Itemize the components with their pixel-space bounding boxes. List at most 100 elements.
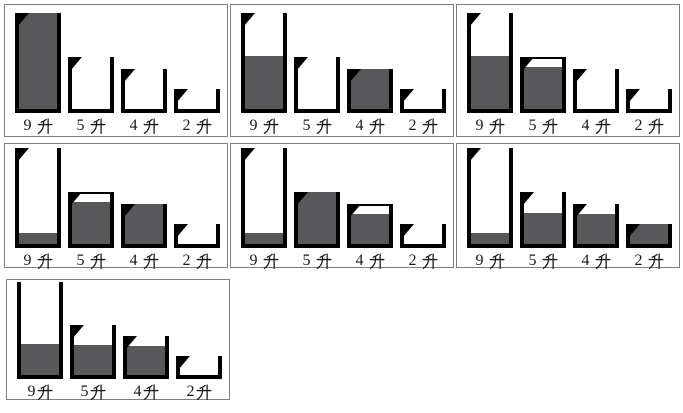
spout-icon xyxy=(71,192,82,205)
beaker-left-wall xyxy=(241,148,245,248)
sheng-liter-glyph-icon xyxy=(37,384,53,400)
beaker-right-wall xyxy=(509,13,513,113)
capacity-label: 5 xyxy=(517,117,569,135)
vessel-9l xyxy=(15,13,61,113)
capacity-number: 9 xyxy=(249,252,258,269)
capacity-label: 9 xyxy=(464,252,516,270)
beaker-right-wall xyxy=(562,57,566,113)
capacity-number: 2 xyxy=(182,117,191,134)
beaker-right-wall xyxy=(59,282,63,379)
capacity-number: 2 xyxy=(408,252,417,269)
spout-icon xyxy=(244,148,255,161)
beaker-left-wall xyxy=(174,224,178,248)
capacity-number: 5 xyxy=(302,117,311,134)
rim-line xyxy=(68,192,114,194)
spout-icon xyxy=(71,57,82,70)
spout-icon xyxy=(576,204,587,217)
capacity-number: 5 xyxy=(76,117,85,134)
water-fill xyxy=(471,56,509,109)
beaker-bottom xyxy=(467,109,513,113)
puzzle-step-panel-3: 9 5 4 2 xyxy=(456,4,680,137)
spout-icon xyxy=(124,69,135,82)
sheng-liter-glyph-icon xyxy=(196,384,212,400)
spout-icon xyxy=(244,13,255,26)
vessel-5l xyxy=(520,57,566,113)
sheng-liter-glyph-icon xyxy=(143,253,159,269)
spout-icon xyxy=(470,13,481,26)
sheng-liter-glyph-icon xyxy=(369,253,385,269)
spout-icon xyxy=(523,192,534,205)
sheng-liter-glyph-icon xyxy=(90,384,106,400)
beaker-bottom xyxy=(123,375,169,379)
rim-line xyxy=(520,57,566,59)
beaker-right-wall xyxy=(163,69,167,113)
beaker-right-wall xyxy=(283,148,287,248)
sheng-liter-glyph-icon xyxy=(489,253,505,269)
beaker-right-wall xyxy=(562,192,566,248)
beaker-bottom xyxy=(520,244,566,248)
beaker-left-wall xyxy=(347,69,351,113)
capacity-label: 5 xyxy=(65,117,117,135)
beaker-right-wall xyxy=(615,69,619,113)
sheng-liter-glyph-icon xyxy=(196,118,212,134)
capacity-number: 5 xyxy=(76,252,85,269)
sheng-liter-glyph-icon xyxy=(37,253,53,269)
capacity-number: 2 xyxy=(182,252,191,269)
capacity-number: 4 xyxy=(581,117,590,134)
vessel-5l xyxy=(520,192,566,248)
capacity-label: 4 xyxy=(570,117,622,135)
beaker-left-wall xyxy=(400,224,404,248)
capacity-number: 5 xyxy=(528,117,537,134)
beaker-right-wall xyxy=(165,336,169,379)
vessel-4l xyxy=(347,204,393,248)
sheng-liter-glyph-icon xyxy=(90,253,106,269)
beaker-right-wall xyxy=(218,356,222,379)
water-fill xyxy=(351,214,389,244)
beaker-right-wall xyxy=(112,325,116,379)
beaker-bottom xyxy=(241,244,287,248)
beaker-right-wall xyxy=(389,69,393,113)
sheng-liter-glyph-icon xyxy=(37,118,53,134)
sheng-liter-glyph-icon xyxy=(595,253,611,269)
vessel-2l xyxy=(400,224,446,248)
water-fill xyxy=(245,233,283,244)
capacity-label: 9 xyxy=(464,117,516,135)
sheng-liter-glyph-icon xyxy=(542,253,558,269)
capacity-number: 2 xyxy=(186,383,195,400)
beaker-right-wall xyxy=(509,148,513,248)
capacity-number: 4 xyxy=(129,252,138,269)
spout-icon xyxy=(124,204,135,217)
capacity-number: 5 xyxy=(528,252,537,269)
beaker-right-wall xyxy=(668,89,672,113)
beaker-right-wall xyxy=(336,192,340,248)
spout-icon xyxy=(73,325,84,338)
beaker-bottom xyxy=(573,109,619,113)
spout-icon xyxy=(297,57,308,70)
sheng-liter-glyph-icon xyxy=(143,384,159,400)
capacity-label: 4 xyxy=(118,117,170,135)
beaker-left-wall xyxy=(400,89,404,113)
sheng-liter-glyph-icon xyxy=(648,118,664,134)
beaker-bottom xyxy=(15,244,61,248)
water-fill xyxy=(72,202,110,244)
beaker-bottom xyxy=(121,109,167,113)
beaker-right-wall xyxy=(389,204,393,248)
vessel-4l xyxy=(121,69,167,113)
sheng-liter-glyph-icon xyxy=(316,118,332,134)
sheng-liter-glyph-icon xyxy=(489,118,505,134)
vessel-4l xyxy=(573,204,619,248)
water-fill xyxy=(351,69,389,109)
sheng-liter-glyph-icon xyxy=(369,118,385,134)
capacity-number: 9 xyxy=(475,117,484,134)
vessel-9l xyxy=(241,13,287,113)
beaker-right-wall xyxy=(216,224,220,248)
vessel-2l xyxy=(400,89,446,113)
capacity-number: 9 xyxy=(23,117,32,134)
spout-icon xyxy=(177,224,188,237)
beaker-left-wall xyxy=(121,204,125,248)
beaker-right-wall xyxy=(57,13,61,113)
beaker-right-wall xyxy=(216,89,220,113)
vessel-4l xyxy=(123,336,169,379)
capacity-label: 9 xyxy=(12,252,64,270)
